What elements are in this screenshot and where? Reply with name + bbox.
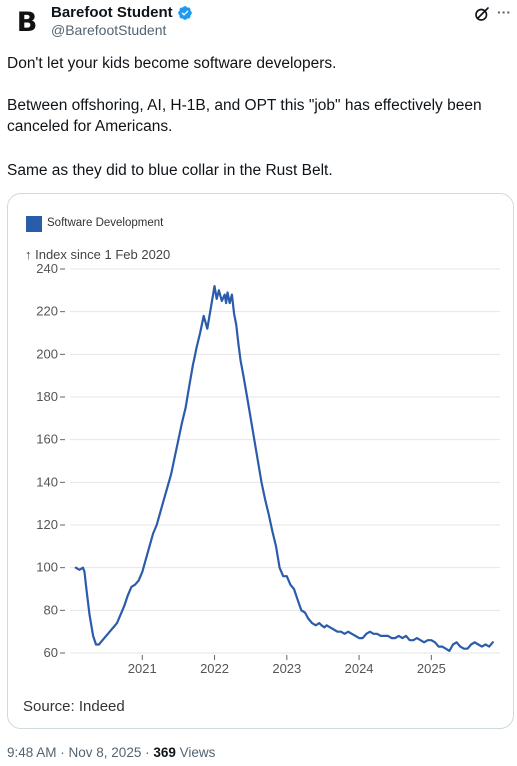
legend-label: Software Development [47, 217, 164, 229]
x-tick-label: 2024 [345, 661, 374, 676]
y-tick-label: 120 [36, 517, 58, 532]
meta-separator: · [141, 745, 154, 760]
author-name[interactable]: Barefoot Student [51, 4, 173, 21]
tweet-time[interactable]: 9:48 AM [7, 745, 57, 760]
views-label: Views [175, 745, 216, 760]
line-chart: ↑ Index since 1 Feb 2020 60 80 100 120 140 160… [25, 247, 500, 676]
y-tick-label: 240 [36, 261, 58, 276]
x-tick-label: 2025 [417, 661, 446, 676]
chart-source: Source: Indeed [23, 698, 125, 715]
tweet-paragraph-3: Same as they did to blue collar in the R… [7, 162, 333, 179]
series-line [74, 285, 494, 652]
meta-separator: · [56, 745, 69, 760]
tweet-date[interactable]: Nov 8, 2025 [68, 745, 142, 760]
tweet-meta: 9:48 AM · Nov 8, 2025 · 369 Views [7, 745, 215, 760]
y-tick-label: 60 [44, 645, 58, 660]
y-tick-label: 100 [36, 560, 58, 575]
y-tick-label: 220 [36, 304, 58, 319]
avatar[interactable]: B [10, 5, 44, 39]
views-count[interactable]: 369 [153, 745, 176, 760]
x-tick-label: 2023 [272, 661, 301, 676]
y-tick-label: 200 [36, 346, 58, 361]
legend-swatch [26, 216, 42, 232]
y-axis-title: ↑ Index since 1 Feb 2020 [25, 247, 170, 262]
y-tick-label: 180 [36, 389, 58, 404]
tweet-paragraph-2: Between offshoring, AI, H-1B, and OPT th… [7, 97, 482, 135]
grok-icon[interactable] [473, 5, 491, 23]
tweet-paragraph-1: Don't let your kids become software deve… [7, 55, 337, 72]
y-tick-label: 160 [36, 432, 58, 447]
more-options-icon[interactable]: ··· [497, 4, 511, 20]
y-tick-label: 80 [44, 602, 58, 617]
chart-card[interactable]: Software Development ↑ Index since 1 Feb… [7, 193, 514, 729]
x-tick-label: 2021 [128, 661, 157, 676]
x-tick-label: 2022 [200, 661, 229, 676]
author-handle[interactable]: @BarefootStudent [51, 22, 167, 38]
author-name-row: Barefoot Student [51, 4, 193, 21]
y-tick-label: 140 [36, 474, 58, 489]
verified-badge-icon [177, 5, 192, 20]
